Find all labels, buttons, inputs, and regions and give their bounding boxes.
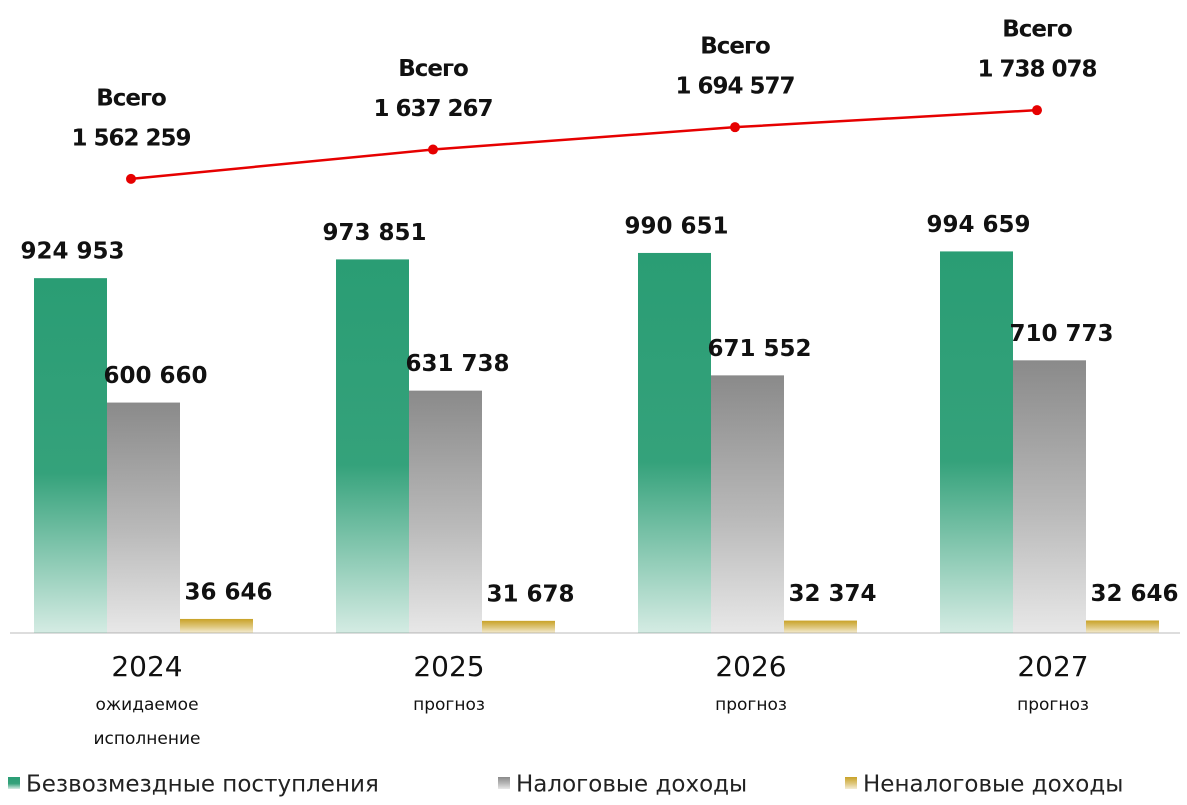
- bar: [107, 402, 180, 633]
- bar: [409, 390, 482, 633]
- total-point: [1032, 105, 1042, 116]
- bar: [638, 252, 711, 633]
- total-point: [428, 144, 438, 155]
- value-label: 31 678: [486, 581, 574, 607]
- total-name: Всего: [96, 85, 166, 111]
- value-label: 36 646: [184, 579, 272, 605]
- bar: [336, 259, 409, 633]
- x-tick-label: 2026: [715, 650, 786, 683]
- legend-swatch: [845, 777, 857, 789]
- bar: [711, 375, 784, 633]
- total-label: 1 738 078: [977, 57, 1096, 83]
- value-label: 710 773: [1009, 321, 1113, 347]
- value-label: 631 738: [405, 351, 509, 377]
- bar: [34, 278, 107, 633]
- x-tick-label: 2025: [413, 650, 484, 683]
- total-point: [730, 122, 740, 133]
- bar: [180, 618, 253, 633]
- value-label: 994 659: [926, 212, 1030, 238]
- bar: [1013, 360, 1086, 633]
- value-label: 32 374: [788, 581, 876, 607]
- value-label: 973 851: [322, 220, 426, 246]
- value-label: 600 660: [103, 363, 207, 389]
- bar: [940, 251, 1013, 633]
- value-label: 990 651: [624, 213, 728, 239]
- legend-label: Безвозмездные поступления: [26, 772, 379, 798]
- total-point: [126, 173, 136, 184]
- category-note: прогноз: [1017, 695, 1089, 715]
- value-label: 924 953: [20, 239, 124, 265]
- x-tick-label: 2027: [1017, 650, 1088, 683]
- bar: [482, 620, 555, 633]
- legend-label: Неналоговые доходы: [863, 772, 1123, 798]
- value-label: 671 552: [707, 336, 811, 362]
- category-note: прогноз: [413, 695, 485, 715]
- legend-swatch: [498, 777, 510, 789]
- total-name: Всего: [700, 34, 770, 60]
- x-tick-label: 2024: [111, 650, 182, 683]
- total-name: Всего: [398, 56, 468, 82]
- total-label: 1 637 267: [373, 96, 492, 122]
- total-label: 1 694 577: [675, 74, 794, 100]
- category-note: ожидаемое исполнение: [93, 695, 201, 749]
- total-line: [130, 108, 1038, 181]
- total-name: Всего: [1002, 17, 1072, 43]
- total-label: 1 562 259: [71, 125, 190, 151]
- bar: [784, 620, 857, 633]
- legend-swatch: [8, 777, 20, 789]
- value-label: 32 646: [1090, 581, 1178, 607]
- legend-label: Налоговые доходы: [516, 772, 747, 798]
- category-note: прогноз: [715, 695, 787, 715]
- bar: [1086, 620, 1159, 633]
